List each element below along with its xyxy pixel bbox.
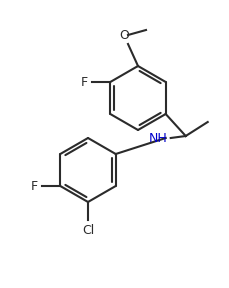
Text: Cl: Cl <box>82 224 94 237</box>
Text: F: F <box>31 179 38 192</box>
Text: F: F <box>81 75 88 88</box>
Text: NH: NH <box>148 132 167 145</box>
Text: O: O <box>119 29 128 42</box>
